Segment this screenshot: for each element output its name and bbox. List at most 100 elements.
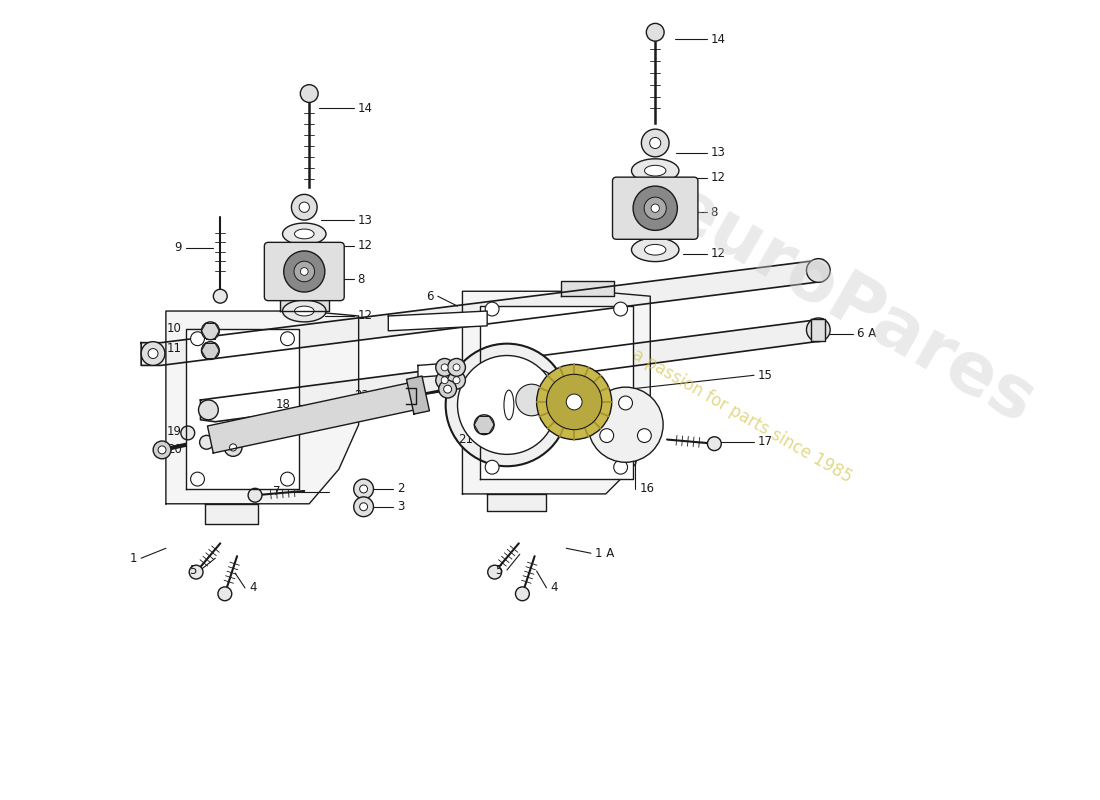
Circle shape (453, 377, 460, 384)
Text: 15: 15 (758, 369, 773, 382)
Text: 6: 6 (427, 290, 433, 302)
Text: 5: 5 (496, 563, 503, 577)
Text: 1: 1 (130, 552, 138, 565)
Circle shape (153, 441, 170, 458)
Circle shape (190, 472, 205, 486)
Circle shape (500, 368, 563, 432)
Circle shape (547, 374, 602, 430)
Circle shape (360, 503, 367, 510)
Text: 14: 14 (711, 33, 726, 46)
Circle shape (516, 587, 529, 601)
Polygon shape (388, 311, 487, 331)
Circle shape (354, 479, 374, 499)
Circle shape (201, 342, 219, 359)
Ellipse shape (295, 306, 315, 316)
Polygon shape (166, 311, 359, 504)
Text: euroPares: euroPares (654, 172, 1047, 438)
Circle shape (360, 485, 367, 493)
Text: 20: 20 (167, 443, 182, 456)
Polygon shape (141, 260, 823, 366)
Polygon shape (561, 282, 614, 296)
Circle shape (190, 332, 205, 346)
Polygon shape (186, 329, 299, 489)
Polygon shape (812, 319, 825, 341)
Text: 7: 7 (273, 486, 280, 498)
Text: 12: 12 (711, 247, 726, 260)
Polygon shape (462, 291, 650, 494)
Text: 21: 21 (459, 433, 473, 446)
Circle shape (292, 194, 317, 220)
Text: 11: 11 (167, 342, 182, 355)
Circle shape (806, 318, 830, 342)
Ellipse shape (283, 223, 326, 245)
Circle shape (707, 437, 722, 450)
Circle shape (448, 371, 465, 389)
Circle shape (148, 349, 158, 358)
Circle shape (299, 202, 309, 212)
Circle shape (614, 302, 627, 316)
Ellipse shape (645, 245, 665, 255)
Text: a passion for parts since 1985: a passion for parts since 1985 (629, 346, 856, 486)
Polygon shape (206, 504, 257, 523)
Circle shape (443, 385, 452, 393)
Circle shape (638, 429, 651, 442)
Text: 3: 3 (397, 500, 405, 514)
Text: 8: 8 (711, 206, 718, 218)
Circle shape (180, 426, 195, 440)
Ellipse shape (295, 229, 315, 239)
Circle shape (448, 358, 465, 376)
Polygon shape (407, 376, 429, 414)
Text: 10: 10 (167, 322, 182, 335)
Circle shape (641, 129, 669, 157)
Circle shape (618, 396, 632, 410)
Circle shape (280, 472, 295, 486)
Text: 13: 13 (711, 146, 725, 159)
Text: 23: 23 (496, 381, 510, 394)
Circle shape (300, 268, 308, 275)
Polygon shape (418, 362, 458, 378)
Circle shape (198, 400, 218, 420)
Circle shape (485, 460, 499, 474)
Circle shape (189, 565, 204, 579)
Text: 12: 12 (358, 239, 373, 252)
Circle shape (354, 497, 374, 517)
Circle shape (141, 342, 165, 366)
Polygon shape (208, 382, 421, 453)
Text: 1 A: 1 A (595, 546, 614, 560)
Circle shape (249, 488, 262, 502)
Text: 4: 4 (249, 582, 256, 594)
Circle shape (516, 384, 548, 416)
Circle shape (446, 344, 569, 466)
Circle shape (634, 186, 678, 230)
Circle shape (441, 377, 448, 384)
Circle shape (436, 358, 453, 376)
Circle shape (453, 364, 460, 371)
Circle shape (651, 204, 659, 212)
FancyBboxPatch shape (613, 177, 697, 239)
Polygon shape (279, 296, 329, 311)
Circle shape (441, 364, 448, 371)
Circle shape (224, 438, 242, 456)
Text: 19: 19 (167, 425, 182, 438)
Text: 22: 22 (354, 389, 370, 402)
Circle shape (294, 262, 315, 282)
Circle shape (439, 380, 456, 398)
Text: 4: 4 (550, 582, 558, 594)
Circle shape (280, 332, 295, 346)
Circle shape (645, 197, 667, 219)
Circle shape (458, 355, 557, 454)
Circle shape (300, 85, 318, 102)
Text: 9: 9 (174, 242, 182, 254)
Text: 18: 18 (276, 398, 290, 411)
Circle shape (806, 258, 830, 282)
Text: 14: 14 (358, 102, 373, 115)
Text: 2: 2 (397, 482, 405, 495)
Text: 24: 24 (496, 366, 512, 379)
Ellipse shape (504, 390, 514, 420)
Text: 12: 12 (711, 171, 726, 184)
Circle shape (537, 365, 612, 439)
Text: 17: 17 (758, 435, 773, 448)
Text: 13: 13 (358, 214, 373, 226)
Text: 6 A: 6 A (857, 327, 876, 340)
Circle shape (218, 587, 232, 601)
